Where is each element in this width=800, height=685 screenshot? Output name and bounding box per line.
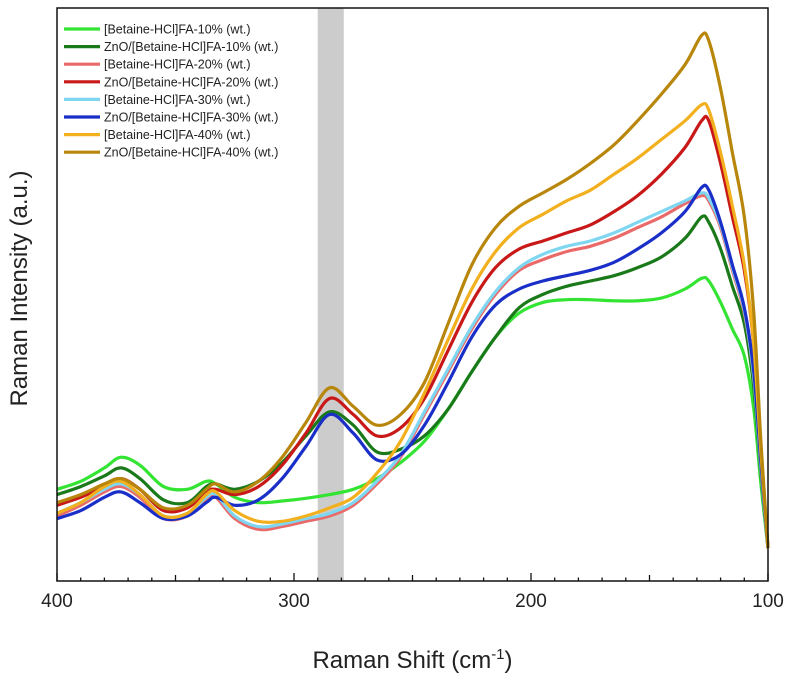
x-axis: 400 300 200 100 xyxy=(41,573,784,612)
series-line-3 xyxy=(56,193,770,549)
series-layer xyxy=(56,31,770,549)
legend-entry-label: ZnO/[Betaine-HCl]FA-10% (wt.) xyxy=(104,40,278,54)
x-axis-title-close: ) xyxy=(505,647,513,674)
legend-entry-label: [Betaine-HCl]FA-40% (wt.) xyxy=(104,128,251,142)
x-axis-title-main: Raman Shift (cm xyxy=(312,647,491,674)
legend: [Betaine-HCl]FA-10% (wt.) ZnO/[Betaine-HC… xyxy=(64,23,278,160)
x-tick-label: 300 xyxy=(278,591,310,612)
legend-entry-label: ZnO/[Betaine-HCl]FA-40% (wt.) xyxy=(104,146,278,160)
highlight-band xyxy=(317,8,344,581)
x-axis-title-superscript: -1 xyxy=(491,646,504,663)
y-axis-title: Raman Intensity (a.u.) xyxy=(6,170,33,406)
x-tick-label: 200 xyxy=(515,591,547,612)
series-line-4 xyxy=(56,114,770,549)
x-axis-title: Raman Shift (cm-1) xyxy=(312,646,512,674)
series-line-7 xyxy=(56,102,770,549)
legend-entry-label: [Betaine-HCl]FA-20% (wt.) xyxy=(104,58,251,72)
legend-entry-label: [Betaine-HCl]FA-10% (wt.) xyxy=(104,23,251,37)
series-line-5 xyxy=(56,191,770,549)
legend-entry-label: [Betaine-HCl]FA-30% (wt.) xyxy=(104,93,251,107)
series-line-2 xyxy=(56,214,770,549)
series-line-6 xyxy=(56,183,770,549)
legend-entry-label: ZnO/[Betaine-HCl]FA-20% (wt.) xyxy=(104,75,278,89)
legend-entry-label: ZnO/[Betaine-HCl]FA-30% (wt.) xyxy=(104,111,278,125)
x-tick-label: 100 xyxy=(752,591,784,612)
series-line-8 xyxy=(56,31,770,549)
x-tick-label: 400 xyxy=(41,591,73,612)
